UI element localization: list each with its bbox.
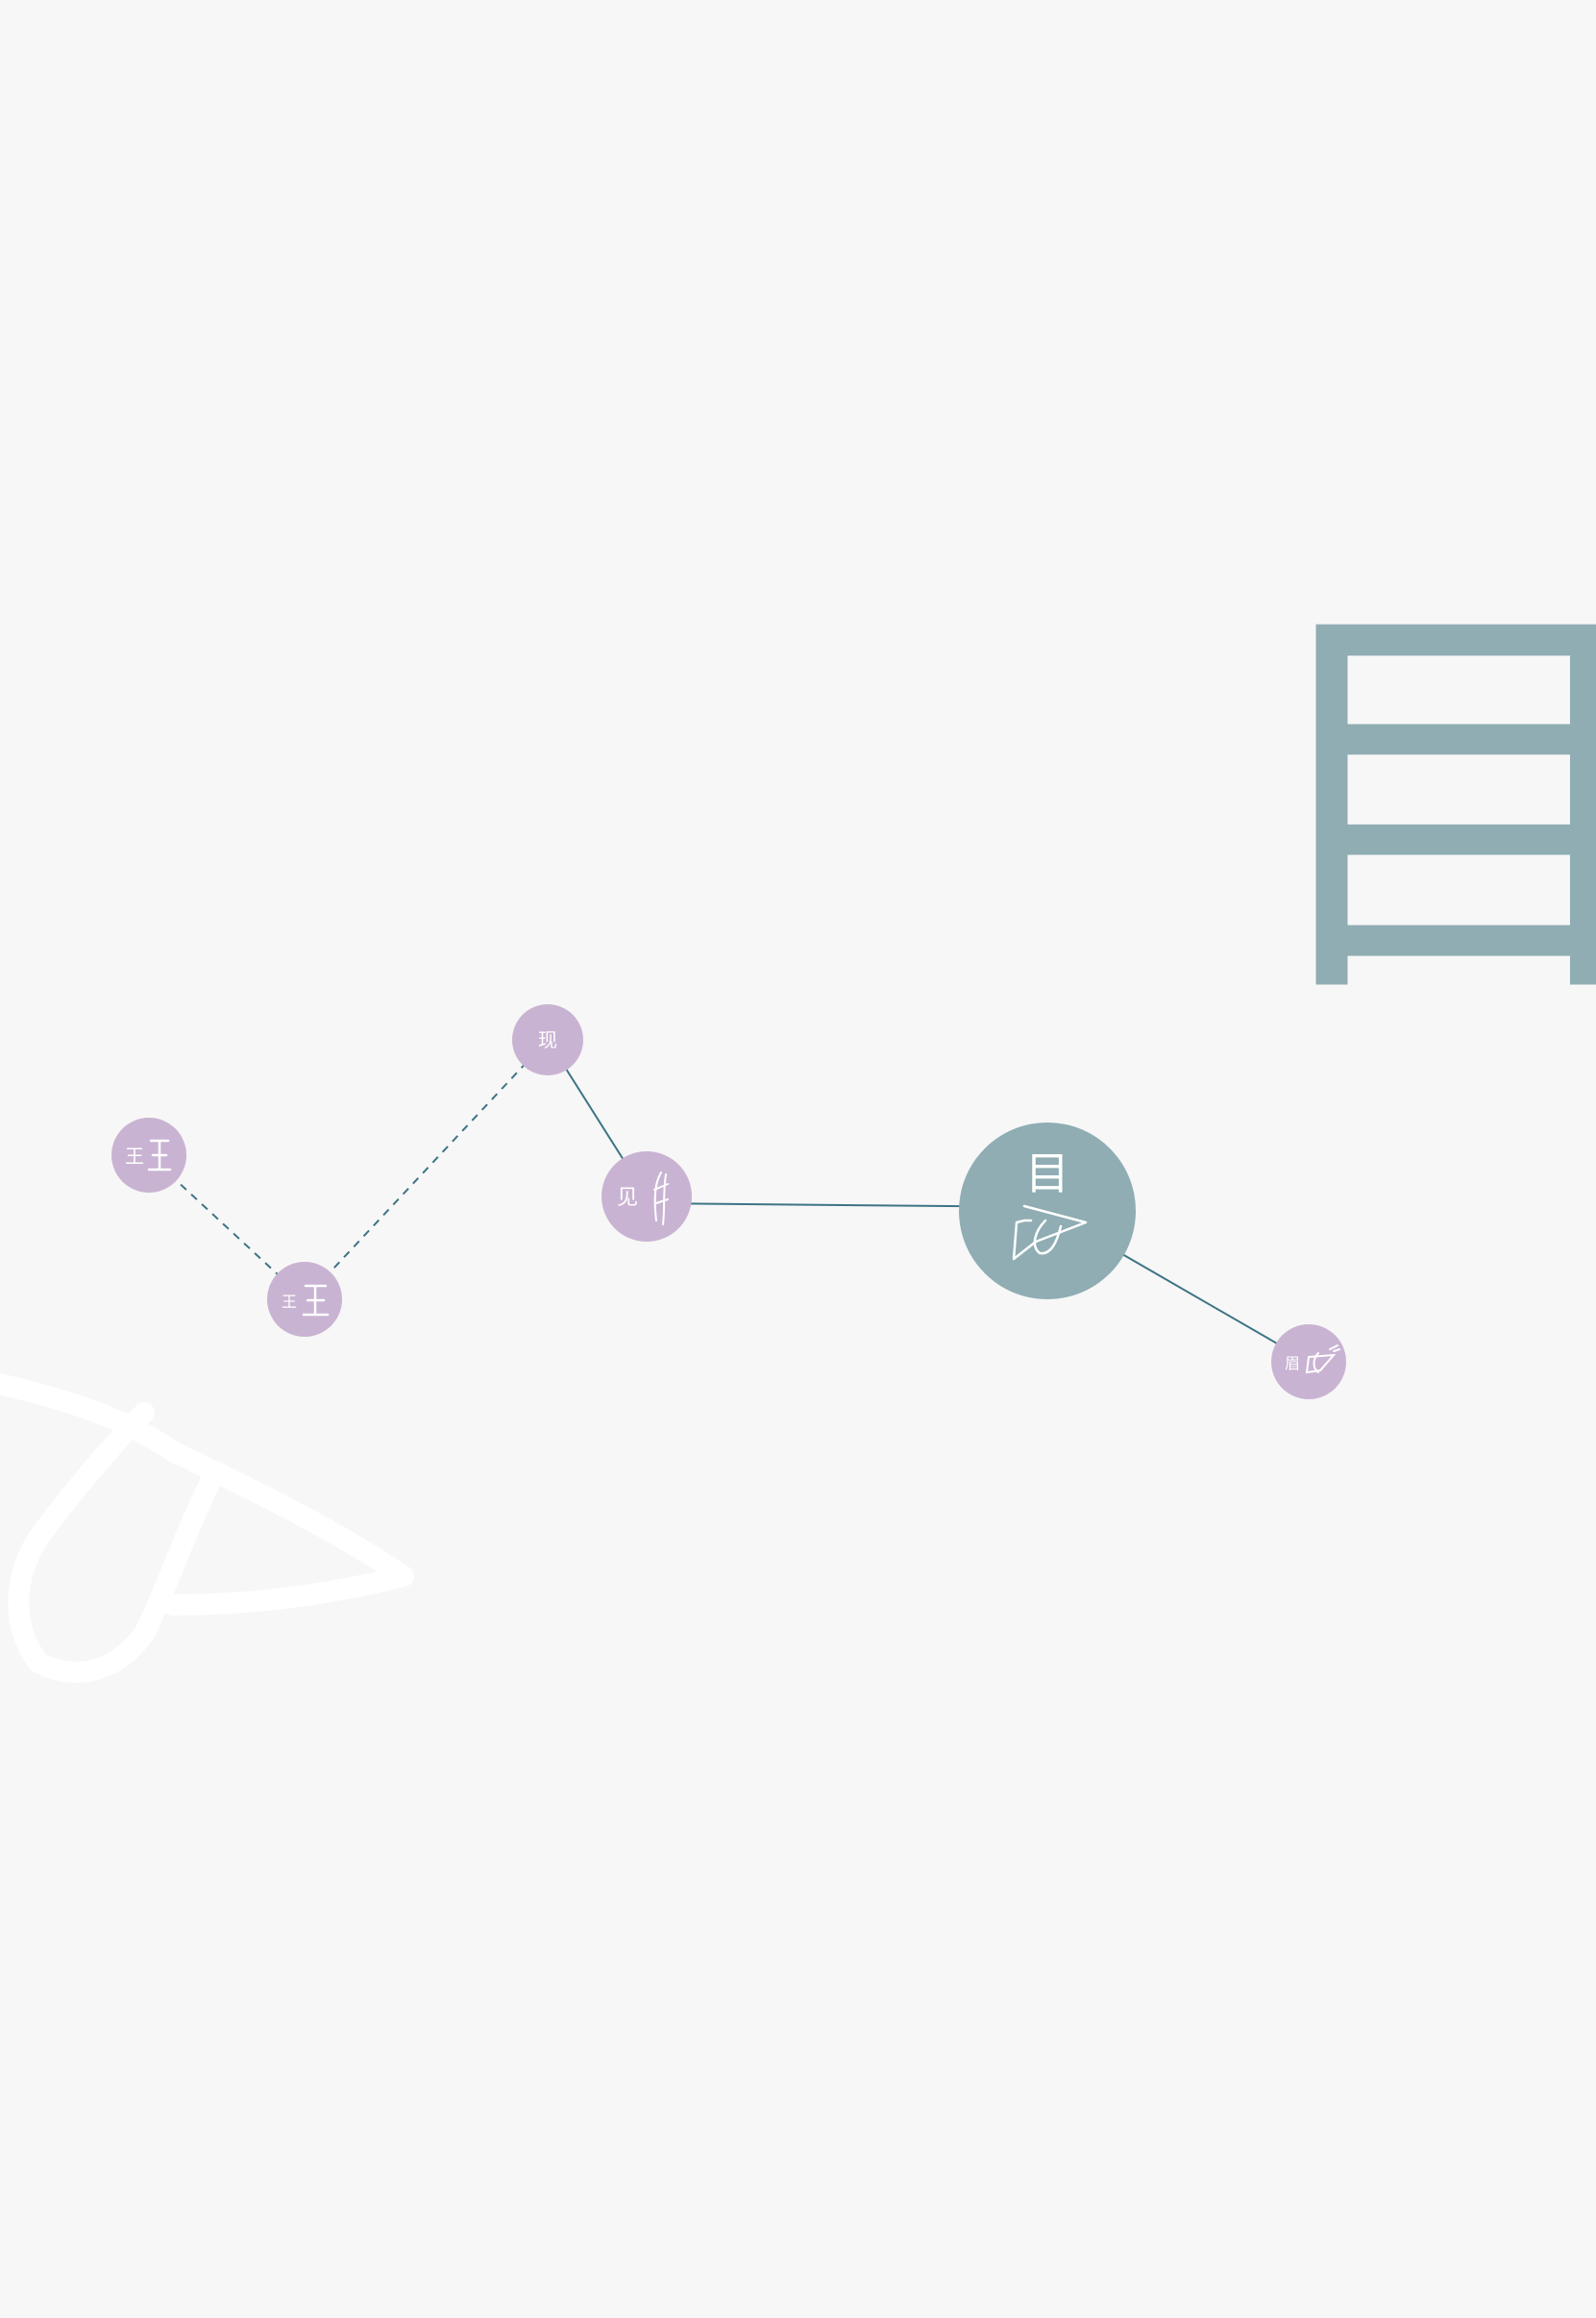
node-jian[interactable]: 见 [602, 1151, 692, 1242]
node-wang-1[interactable]: 王 [111, 1118, 186, 1193]
edge-wang2-xian [304, 1039, 549, 1300]
node-label-jian: 见 [617, 1186, 638, 1210]
node-label-xian: 现 [538, 1028, 557, 1051]
oracle-jian-glyph-icon [653, 1171, 669, 1225]
node-label-mei: 眉 [1285, 1354, 1300, 1372]
node-label-mu: 目 [1025, 1147, 1069, 1199]
brush-eye-glyph-icon [0, 1373, 414, 1683]
oracle-wang-glyph-icon [147, 1139, 172, 1171]
oracle-wang-glyph-icon [302, 1284, 330, 1317]
node-mei[interactable]: 眉 [1271, 1324, 1346, 1399]
oracle-mei-glyph-icon [1305, 1344, 1340, 1374]
node-xian[interactable]: 现 [512, 1004, 583, 1075]
oracle-eye-glyph-icon [1012, 1204, 1088, 1261]
node-mu-center[interactable]: 目 [959, 1122, 1136, 1299]
node-label-wang-1: 王 [125, 1145, 144, 1168]
node-label-wang-2: 王 [282, 1293, 297, 1311]
title-character: 目 [1249, 561, 1596, 1053]
node-wang-2[interactable]: 王 [267, 1262, 342, 1337]
